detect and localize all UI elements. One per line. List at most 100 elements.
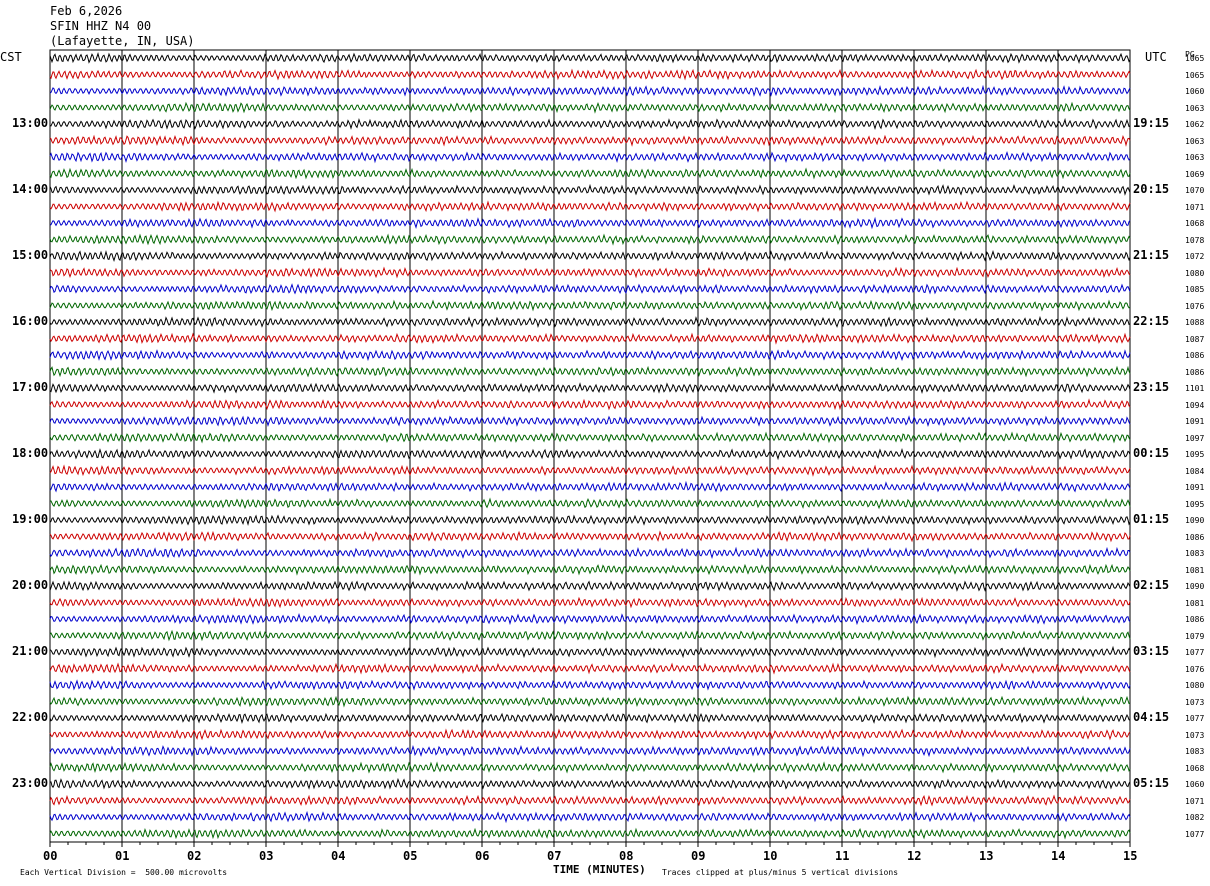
location-label: (Lafayette, IN, USA) (50, 34, 195, 48)
x-tick-label: 15 (1123, 849, 1138, 863)
seismic-trace (49, 629, 1131, 642)
left-hour-label: 23:00 (12, 776, 49, 790)
x-tick-label: 08 (619, 849, 634, 863)
seismic-trace (49, 777, 1131, 790)
seismic-trace (49, 84, 1131, 97)
seismic-trace (49, 216, 1131, 230)
trace-value-label: 1087 (1185, 334, 1205, 344)
trace-value-label: 1094 (1185, 400, 1205, 410)
seismic-trace (49, 596, 1131, 609)
x-tick-label: 14 (1051, 849, 1066, 863)
seismic-trace (49, 447, 1131, 461)
trace-value-label: 1071 (1185, 202, 1205, 212)
trace-value-label: 1080 (1185, 681, 1205, 690)
right-hour-label: 02:15 (1133, 578, 1170, 592)
seismic-trace (49, 382, 1131, 395)
right-hour-label: 04:15 (1133, 710, 1170, 724)
seismic-trace (49, 398, 1131, 411)
left-hour-label: 16:00 (12, 314, 49, 328)
x-tick-label: 05 (403, 849, 418, 863)
right-timezone-label: UTC (1145, 50, 1167, 64)
seismic-trace (49, 101, 1131, 114)
seismic-trace (49, 514, 1131, 526)
seismic-trace (49, 415, 1131, 428)
x-tick-label: 13 (979, 849, 994, 863)
trace-value-label: 1077 (1185, 829, 1205, 839)
trace-value-label: 1097 (1185, 433, 1205, 443)
seismic-trace (49, 744, 1131, 758)
trace-value-label: 1083 (1185, 747, 1205, 756)
trace-value-label: 1068 (1185, 219, 1205, 228)
seismic-trace (49, 546, 1131, 559)
trace-value-label: 1060 (1185, 87, 1205, 96)
trace-value-label: 1086 (1185, 615, 1205, 624)
trace-value-label: 1063 (1185, 103, 1205, 113)
right-hour-label: 22:15 (1133, 314, 1170, 328)
seismic-trace (49, 332, 1131, 345)
seismic-trace (49, 464, 1131, 477)
trace-value-label: 1085 (1185, 285, 1205, 294)
x-tick-label: 11 (835, 849, 850, 863)
seismic-trace (49, 167, 1131, 180)
x-tick-label: 06 (475, 849, 490, 863)
trace-value-label: 1068 (1185, 763, 1205, 773)
trace-value-label: 1086 (1185, 367, 1205, 377)
seismic-trace (49, 299, 1131, 312)
trace-value-label: 1071 (1185, 796, 1205, 806)
trace-value-label: 1076 (1185, 301, 1205, 311)
seismic-trace (49, 365, 1131, 378)
right-hour-label: 00:15 (1133, 446, 1170, 460)
seismic-trace (49, 827, 1131, 840)
seismic-trace (49, 315, 1131, 328)
seismic-trace (49, 233, 1131, 246)
trace-value-label: 1095 (1185, 499, 1205, 509)
seismic-trace (49, 712, 1131, 724)
trace-value-label: 1080 (1185, 268, 1205, 278)
seismic-trace (49, 679, 1131, 691)
right-column-header: PG (1185, 50, 1195, 59)
trace-value-label: 1079 (1185, 631, 1205, 641)
seismic-trace (49, 349, 1131, 362)
left-hour-label: 22:00 (12, 710, 49, 724)
trace-value-label: 1076 (1185, 664, 1205, 674)
right-hour-label: 05:15 (1133, 776, 1170, 790)
x-tick-label: 00 (43, 849, 58, 863)
seismic-trace (49, 117, 1131, 131)
seismic-trace (49, 530, 1131, 543)
left-hour-label: 17:00 (12, 380, 49, 394)
left-timezone-label: CST (0, 50, 22, 64)
trace-value-label: 1078 (1185, 235, 1205, 245)
left-hour-label: 14:00 (12, 182, 49, 196)
right-hour-label: 01:15 (1133, 512, 1170, 526)
trace-value-label: 1081 (1185, 598, 1205, 608)
trace-value-label: 1086 (1185, 532, 1205, 542)
trace-value-label: 1069 (1185, 169, 1205, 179)
x-tick-label: 03 (259, 849, 274, 863)
seismic-trace (49, 200, 1131, 213)
trace-value-label: 1095 (1185, 450, 1205, 459)
x-tick-label: 09 (691, 849, 706, 863)
seismic-trace (49, 134, 1131, 147)
trace-value-label: 1091 (1185, 483, 1205, 492)
seismic-trace (49, 431, 1131, 444)
trace-value-label: 1072 (1185, 252, 1205, 261)
left-hour-label: 13:00 (12, 116, 49, 130)
x-tick-label: 07 (547, 849, 562, 863)
seismic-trace (49, 563, 1131, 576)
trace-value-label: 1065 (1185, 54, 1205, 63)
trace-value-label: 1082 (1185, 813, 1205, 822)
trace-value-label: 1101 (1185, 384, 1205, 393)
scale-note: Each Vertical Division = 500.00 microvol… (20, 868, 228, 877)
trace-value-label: 1063 (1185, 136, 1205, 146)
x-tick-label: 02 (187, 849, 202, 863)
left-hour-label: 19:00 (12, 512, 49, 526)
trace-value-label: 1065 (1185, 70, 1205, 80)
trace-value-label: 1073 (1185, 730, 1205, 740)
station-label: SFIN HHZ N4 00 (50, 19, 152, 33)
seismic-trace (49, 480, 1131, 493)
right-hour-label: 03:15 (1133, 644, 1170, 658)
right-hour-label: 23:15 (1133, 380, 1170, 394)
trace-value-label: 1083 (1185, 549, 1205, 558)
seismic-trace (49, 68, 1131, 81)
